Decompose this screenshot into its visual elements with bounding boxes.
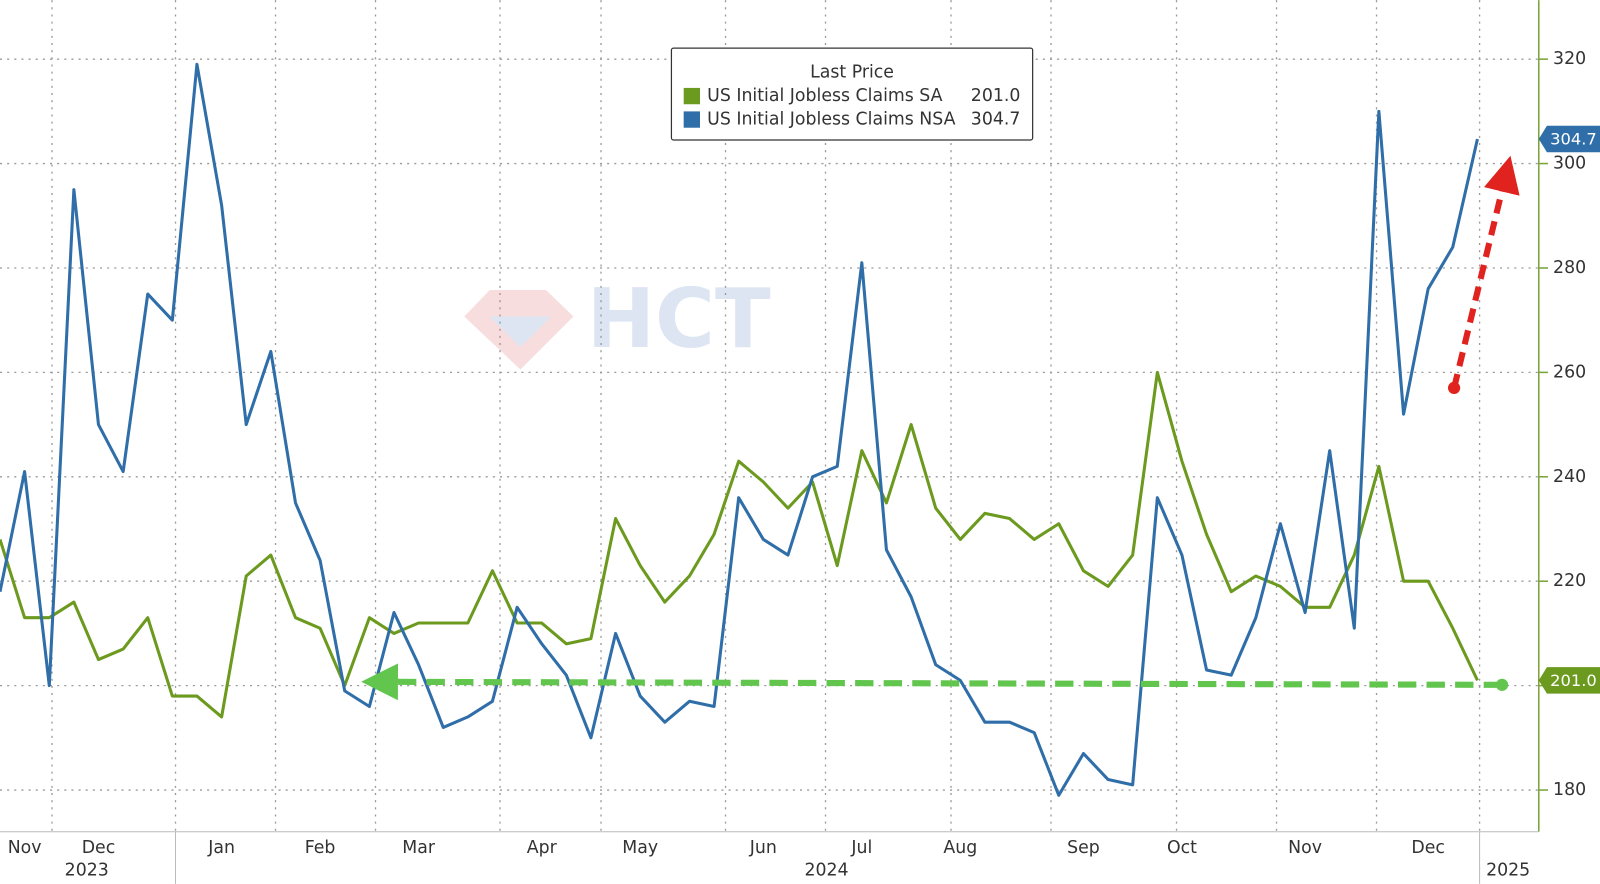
legend-label: US Initial Jobless Claims SA	[707, 86, 942, 106]
red-arrow	[1451, 155, 1520, 389]
y-tick-label: 240	[1553, 467, 1586, 487]
last-value-tag	[1538, 667, 1600, 694]
x-tick-label: Nov	[1288, 838, 1322, 858]
x-tick-label: Dec	[1411, 838, 1445, 858]
x-tick-label: Oct	[1167, 838, 1197, 858]
legend-box	[670, 47, 1034, 141]
x-tick-label: Jul	[850, 838, 872, 858]
x-tick-label: Apr	[527, 838, 558, 858]
green-arrow	[361, 663, 1503, 701]
legend-swatch	[683, 111, 700, 128]
x-tick-label: Jun	[749, 838, 777, 858]
y-tick-label: 260	[1553, 362, 1586, 382]
y-tick-label: 300	[1553, 154, 1586, 174]
y-tick-label: 220	[1553, 571, 1586, 591]
series-line	[0, 62, 1479, 797]
x-tick-label: May	[622, 838, 658, 858]
watermark: HCT	[464, 272, 771, 370]
legend-swatch	[683, 87, 700, 105]
legend: Last Price US Initial Jobless Claims SA 2…	[670, 47, 1034, 141]
last-value-label: 201.0	[1550, 671, 1597, 690]
year-label: 2023	[65, 861, 109, 881]
x-tick-label: Mar	[402, 838, 436, 858]
axes: 180200220240260280300320NovDecJanFebMarA…	[8, 49, 1600, 881]
year-label: 2025	[1486, 861, 1530, 881]
y-tick-label: 180	[1553, 780, 1586, 800]
x-tick-label: Sep	[1067, 838, 1100, 858]
legend-value: 304.7	[971, 110, 1021, 130]
year-label: 2024	[804, 861, 848, 881]
y-tick-label: 320	[1553, 49, 1586, 69]
red-arrow-start	[1447, 381, 1461, 395]
x-tick-label: Aug	[943, 838, 977, 858]
lines	[0, 62, 1479, 797]
legend-title: Last Price	[810, 63, 894, 83]
legend-label: US Initial Jobless Claims NSA	[707, 110, 955, 130]
green-arrow-start	[1495, 678, 1509, 691]
series-line	[0, 370, 1479, 719]
last-value-tag	[1538, 125, 1600, 153]
legend-value: 201.0	[971, 86, 1021, 106]
x-tick-label: Dec	[82, 838, 116, 858]
grid	[0, 0, 1539, 832]
last-value-label: 304.7	[1550, 130, 1597, 149]
watermark-text: HCT	[587, 272, 771, 367]
x-tick-label: Feb	[305, 838, 336, 858]
x-tick-label: Jan	[207, 838, 235, 858]
y-tick-label: 280	[1553, 258, 1586, 278]
x-tick-label: Nov	[8, 838, 42, 858]
